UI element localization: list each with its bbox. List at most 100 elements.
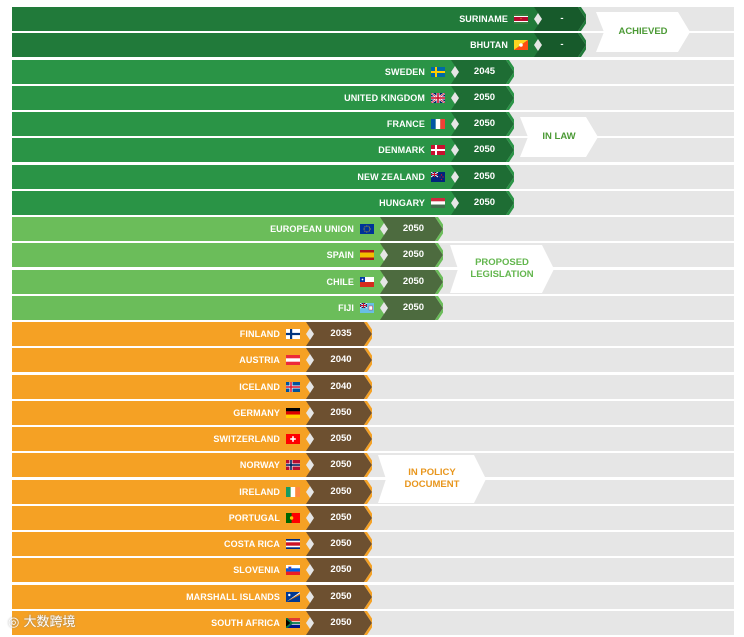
denmark-flag-icon xyxy=(431,145,445,155)
new-zealand-flag-icon xyxy=(431,172,445,182)
bar-body-fill xyxy=(12,217,380,241)
bar-body-fill xyxy=(12,86,451,110)
bar-policy xyxy=(12,401,372,425)
bar-tip xyxy=(506,191,514,215)
bar-tip xyxy=(578,33,586,57)
bar-body-fill xyxy=(12,243,380,267)
bar-tip xyxy=(364,375,372,399)
chart-row: 2050 MARSHALL ISLANDS xyxy=(0,585,744,609)
bar-body-fill xyxy=(12,427,306,451)
portugal-flag-icon xyxy=(286,513,300,523)
country-label: AUSTRIA xyxy=(239,355,280,365)
chile-flag-icon xyxy=(360,277,374,287)
year-chevron xyxy=(306,611,372,635)
sweden-flag-icon xyxy=(431,67,445,77)
bar-policy xyxy=(12,611,372,635)
year-chevron xyxy=(306,585,372,609)
bar-body-fill xyxy=(12,506,306,530)
country-label: IRELAND xyxy=(239,487,280,497)
chart-row: 2050 GERMANY xyxy=(0,401,744,425)
year-chevron xyxy=(380,217,443,241)
bar-body-fill xyxy=(12,375,306,399)
bar-law xyxy=(12,112,514,136)
fiji-flag-icon xyxy=(360,303,374,313)
year-chevron xyxy=(306,532,372,556)
group-label-policy: IN POLICY DOCUMENT xyxy=(384,467,480,491)
year-label: 2040 xyxy=(330,354,352,365)
country-label: FIJI xyxy=(338,303,354,313)
bar-body-fill xyxy=(12,322,306,346)
year-chevron xyxy=(306,558,372,582)
bar-proposed xyxy=(12,270,443,294)
bar-policy xyxy=(12,585,372,609)
bar-tip xyxy=(506,86,514,110)
group-label-line: PROPOSED xyxy=(475,257,529,268)
country-label: DENMARK xyxy=(378,145,425,155)
slovenia-flag-icon xyxy=(286,565,300,575)
chart-row: 2050 UNITED KINGDOM xyxy=(0,86,744,110)
year-chevron xyxy=(534,7,586,31)
bar-tip xyxy=(364,532,372,556)
bar-law xyxy=(12,191,514,215)
country-label: SWITZERLAND xyxy=(213,434,280,444)
bar-law xyxy=(12,60,514,84)
year-label: 2050 xyxy=(330,591,352,602)
chart-row: 2050 EUROPEAN UNION xyxy=(0,217,744,241)
marshall-islands-flag-icon xyxy=(286,592,300,602)
year-chevron xyxy=(306,453,372,477)
bar-achieved xyxy=(12,7,586,31)
group-label-line: LEGISLATION xyxy=(470,269,534,280)
bar-body-fill xyxy=(12,611,306,635)
country-label: SURINAME xyxy=(459,14,508,24)
bar-policy xyxy=(12,453,372,477)
bar-tip xyxy=(435,270,443,294)
bar-body-fill xyxy=(12,33,534,57)
chart-row: 2050 COSTA RICA xyxy=(0,532,744,556)
country-label: ICELAND xyxy=(239,382,280,392)
year-label: 2050 xyxy=(330,538,352,549)
bar-body-fill xyxy=(12,7,534,31)
chart-row: 2040 AUSTRIA xyxy=(0,348,744,372)
bar-achieved xyxy=(12,33,586,57)
bar-tip xyxy=(364,322,372,346)
chart-row: 2050 NEW ZEALAND xyxy=(0,165,744,189)
year-label: 2050 xyxy=(473,144,496,155)
watermark: ◎ 大数跨境 xyxy=(8,612,76,634)
chart-row: 2050 IRELAND xyxy=(0,480,744,504)
bar-tip xyxy=(364,585,372,609)
country-label: NEW ZEALAND xyxy=(357,172,425,182)
year-chevron xyxy=(534,33,586,57)
year-label: 2050 xyxy=(330,433,352,444)
bar-body-fill xyxy=(12,60,451,84)
bar-tip xyxy=(364,480,372,504)
switzerland-flag-icon xyxy=(286,434,300,444)
year-label: 2035 xyxy=(330,328,352,339)
country-label: SWEDEN xyxy=(384,67,425,77)
year-label: - xyxy=(560,39,564,50)
bar-policy xyxy=(12,532,372,556)
finland-flag-icon xyxy=(286,329,300,339)
chart-row: 2050 PORTUGAL xyxy=(0,506,744,530)
year-chevron xyxy=(451,86,514,110)
bar-policy xyxy=(12,427,372,451)
bar-body-fill xyxy=(12,191,451,215)
bar-tip xyxy=(506,138,514,162)
bar-policy xyxy=(12,348,372,372)
chart-row: 2050 NORWAY xyxy=(0,453,744,477)
chart-row: 2040 ICELAND xyxy=(0,375,744,399)
year-label: 2050 xyxy=(402,302,425,313)
chart-row: 2050 DENMARK xyxy=(0,138,744,162)
year-label: 2050 xyxy=(473,92,496,103)
group-label-chevron xyxy=(596,12,690,52)
bhutan-flag-icon xyxy=(514,40,528,50)
bar-tip xyxy=(506,60,514,84)
germany-flag-icon xyxy=(286,408,300,418)
chart-row: 2045 SWEDEN xyxy=(0,60,744,84)
bar-tip xyxy=(364,611,372,635)
year-chevron xyxy=(306,375,372,399)
bar-body-fill xyxy=(12,270,380,294)
bar-policy xyxy=(12,480,372,504)
year-label: 2050 xyxy=(330,512,352,523)
group-label-law: IN LAW xyxy=(526,131,592,143)
bar-body-fill xyxy=(12,138,451,162)
